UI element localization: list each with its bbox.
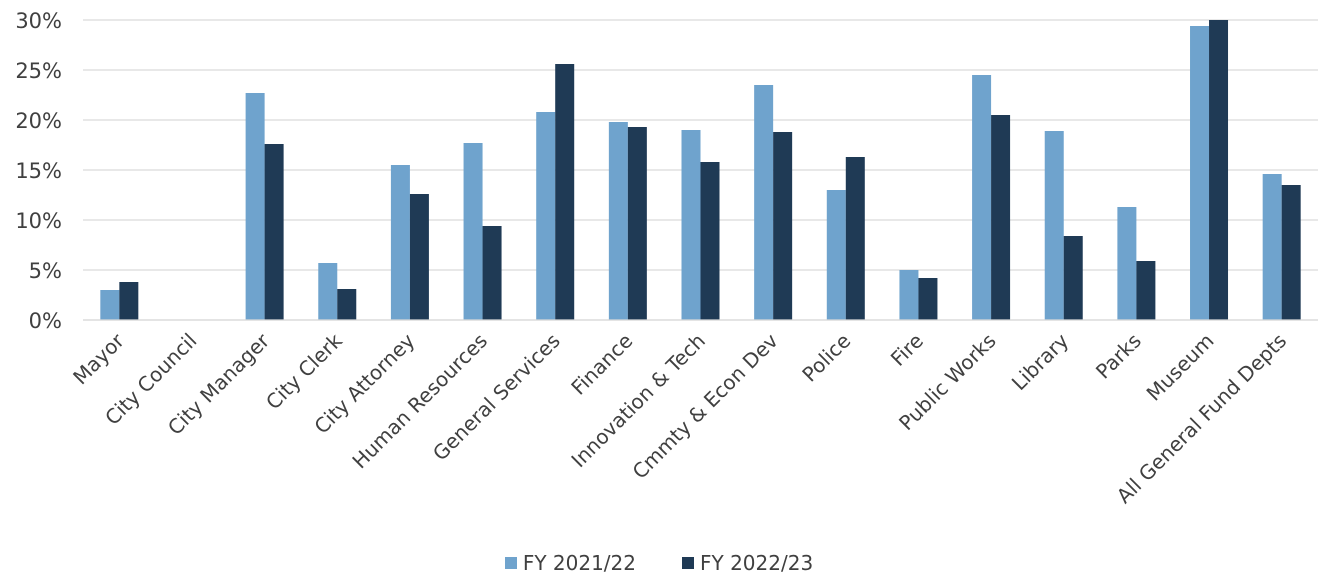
x-category-label: Library <box>1007 328 1074 395</box>
legend-swatch-series-2 <box>682 557 694 569</box>
legend-item-series-1: FY 2021/22 <box>504 551 636 575</box>
bar-series-2 <box>700 162 720 320</box>
x-category-label: Innovation & Tech <box>566 329 710 473</box>
bar-series-1 <box>463 143 483 320</box>
bar-series-1 <box>972 75 992 320</box>
x-category-label: Cmmty & Econ Dev <box>628 328 783 483</box>
bar-series-1 <box>318 263 338 320</box>
legend-swatch-series-1 <box>504 557 517 569</box>
bar-series-2 <box>482 226 502 320</box>
x-category-label: Parks <box>1091 329 1146 384</box>
bar-series-1 <box>1117 207 1137 320</box>
bar-series-1 <box>245 93 265 320</box>
bar-series-2 <box>1209 20 1229 320</box>
legend-label-series-2: FY 2022/23 <box>700 551 814 575</box>
y-tick-label: 10% <box>15 209 62 233</box>
legend: FY 2021/22 FY 2022/23 <box>0 551 1318 575</box>
y-tick-label: 25% <box>15 59 62 83</box>
bar-series-1 <box>390 165 410 320</box>
bar-series-2 <box>1063 236 1083 320</box>
bar-series-1 <box>536 112 556 320</box>
bar-series-2 <box>627 127 647 320</box>
bar-series-1 <box>681 130 701 320</box>
legend-label-series-1: FY 2021/22 <box>522 551 636 575</box>
bar-series-2 <box>1281 185 1301 320</box>
legend-item-series-2: FY 2022/23 <box>682 551 813 575</box>
bar-series-2 <box>409 194 429 320</box>
x-category-label: General Services <box>428 329 565 466</box>
y-tick-label: 15% <box>15 159 62 183</box>
x-category-label: Fire <box>886 329 928 371</box>
x-category-label: Human Resources <box>347 329 492 474</box>
bar-series-1 <box>754 85 774 320</box>
y-tick-label: 5% <box>29 259 62 283</box>
bar-series-2 <box>337 289 357 320</box>
bar-series-2 <box>119 282 139 320</box>
bar-series-2 <box>555 64 575 320</box>
bar-series-1 <box>608 122 628 320</box>
bar-series-1 <box>1262 174 1282 320</box>
x-category-label: Finance <box>566 329 637 400</box>
x-category-label: Mayor <box>68 328 129 389</box>
y-tick-label: 0% <box>29 309 62 333</box>
y-tick-label: 20% <box>15 109 62 133</box>
bar-series-1 <box>1044 131 1064 320</box>
bar-series-2 <box>845 157 865 320</box>
y-tick-label: 30% <box>15 9 62 33</box>
bar-series-1 <box>1190 26 1210 320</box>
bar-series-1 <box>899 270 919 320</box>
bar-series-2 <box>264 144 284 320</box>
bar-series-2 <box>1136 261 1156 320</box>
bar-series-2 <box>918 278 938 320</box>
x-category-label: Museum <box>1142 329 1219 406</box>
bar-series-2 <box>991 115 1011 320</box>
bar-series-1 <box>100 290 120 320</box>
bar-series-2 <box>773 132 793 320</box>
bar-series-1 <box>826 190 846 320</box>
x-category-label: Police <box>797 329 855 387</box>
